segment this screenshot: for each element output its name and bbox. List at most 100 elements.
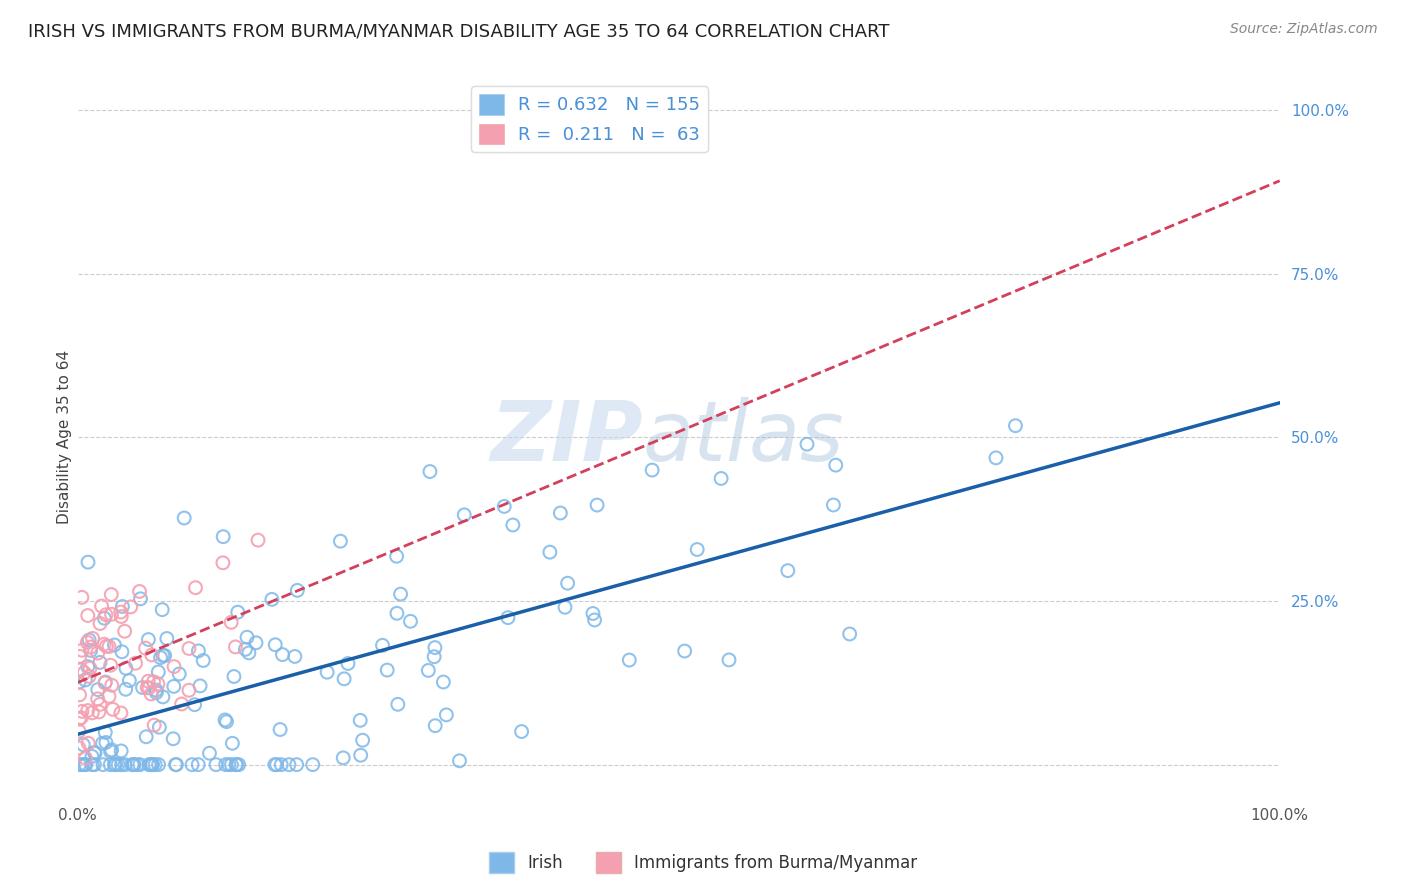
- Point: [673, 644, 696, 658]
- Point: [77, 633, 100, 648]
- Point: [82, 757, 104, 772]
- Point: [79, 640, 101, 654]
- Point: [153, 648, 176, 663]
- Point: [149, 650, 172, 665]
- Point: [110, 757, 132, 772]
- Point: [91, 736, 114, 750]
- Point: [285, 757, 308, 772]
- Point: [70, 643, 93, 657]
- Point: [90, 599, 112, 613]
- Point: [100, 588, 122, 602]
- Point: [115, 661, 138, 675]
- Point: [641, 463, 664, 477]
- Point: [264, 638, 287, 652]
- Point: [70, 757, 93, 772]
- Point: [385, 549, 408, 564]
- Point: [260, 592, 283, 607]
- Point: [796, 437, 818, 451]
- Point: [218, 757, 240, 772]
- Point: [389, 587, 412, 601]
- Point: [247, 533, 270, 548]
- Point: [114, 757, 136, 772]
- Point: [385, 607, 408, 621]
- Point: [110, 605, 132, 619]
- Point: [538, 545, 561, 559]
- Point: [263, 757, 285, 772]
- Point: [129, 591, 152, 606]
- Point: [67, 712, 90, 726]
- Point: [76, 704, 98, 718]
- Point: [226, 605, 249, 619]
- Point: [586, 498, 609, 512]
- Point: [557, 576, 579, 591]
- Point: [823, 498, 845, 512]
- Point: [76, 659, 98, 673]
- Point: [337, 657, 360, 671]
- Point: [76, 635, 98, 649]
- Y-axis label: Disability Age 35 to 64: Disability Age 35 to 64: [58, 351, 72, 524]
- Point: [399, 615, 422, 629]
- Point: [122, 757, 145, 772]
- Point: [236, 630, 259, 644]
- Point: [418, 664, 440, 678]
- Point: [75, 757, 97, 772]
- Point: [75, 673, 97, 687]
- Point: [141, 757, 163, 772]
- Point: [143, 757, 166, 772]
- Point: [69, 688, 91, 702]
- Point: [73, 665, 96, 680]
- Point: [104, 757, 127, 772]
- Legend: Irish, Immigrants from Burma/Myanmar: Irish, Immigrants from Burma/Myanmar: [482, 846, 924, 880]
- Point: [141, 648, 163, 662]
- Point: [120, 599, 142, 614]
- Text: Source: ZipAtlas.com: Source: ZipAtlas.com: [1230, 22, 1378, 37]
- Point: [67, 757, 90, 772]
- Point: [329, 534, 352, 549]
- Point: [86, 691, 108, 706]
- Point: [100, 607, 122, 622]
- Point: [152, 690, 174, 704]
- Point: [145, 683, 167, 698]
- Point: [215, 714, 238, 729]
- Point: [170, 697, 193, 711]
- Point: [138, 681, 160, 695]
- Point: [94, 725, 117, 739]
- Point: [163, 680, 186, 694]
- Point: [128, 757, 150, 772]
- Point: [188, 679, 211, 693]
- Point: [266, 757, 288, 772]
- Point: [89, 616, 111, 631]
- Point: [221, 757, 243, 772]
- Point: [148, 665, 170, 679]
- Point: [156, 632, 179, 646]
- Point: [135, 730, 157, 744]
- Point: [163, 659, 186, 673]
- Point: [114, 624, 136, 639]
- Point: [131, 681, 153, 695]
- Point: [139, 757, 162, 772]
- Point: [98, 640, 121, 654]
- Point: [142, 674, 165, 689]
- Point: [350, 748, 373, 763]
- Point: [82, 706, 104, 720]
- Point: [94, 607, 117, 622]
- Point: [75, 751, 97, 765]
- Point: [145, 685, 167, 699]
- Point: [1004, 418, 1026, 433]
- Point: [122, 757, 145, 772]
- Point: [425, 719, 447, 733]
- Point: [212, 556, 235, 570]
- Point: [67, 724, 90, 739]
- Point: [214, 713, 236, 727]
- Point: [453, 508, 475, 522]
- Point: [82, 632, 104, 646]
- Point: [502, 518, 524, 533]
- Point: [87, 682, 110, 697]
- Point: [165, 757, 187, 772]
- Point: [205, 757, 228, 772]
- Point: [103, 638, 125, 652]
- Point: [212, 530, 235, 544]
- Point: [77, 669, 100, 683]
- Point: [187, 757, 209, 772]
- Point: [121, 757, 143, 772]
